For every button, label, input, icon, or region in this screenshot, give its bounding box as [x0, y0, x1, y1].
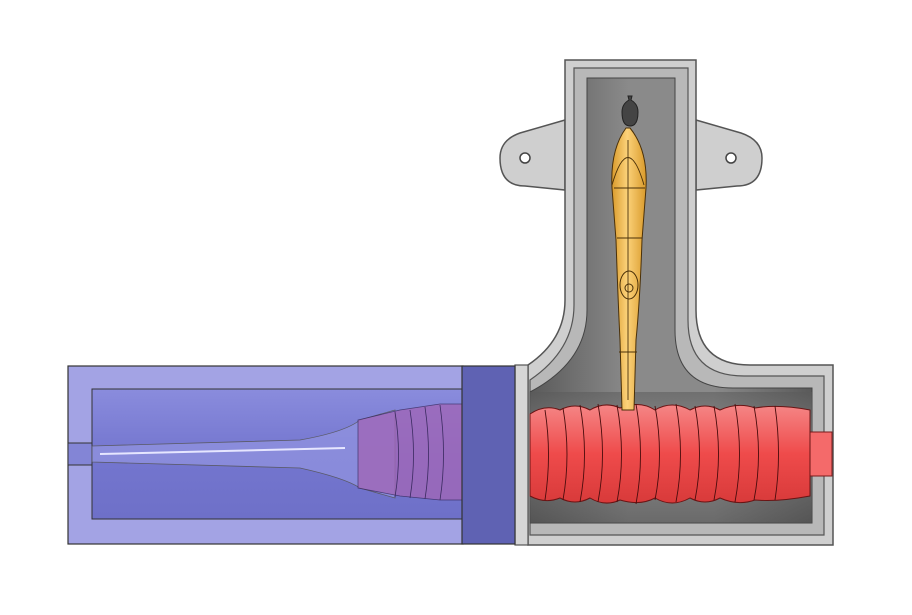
blue-left-stub [67, 442, 93, 466]
housing-end-plate [514, 364, 529, 546]
blue-motor-housing [67, 365, 516, 545]
red-worm-shaft [529, 403, 833, 505]
left-mount-hole-icon [519, 152, 531, 164]
keyhole-icon [621, 95, 639, 127]
shaft-highlight [99, 447, 346, 455]
orange-shaft-body [611, 127, 647, 411]
red-shaft-end [807, 431, 833, 477]
worm-thread-lines [544, 403, 779, 505]
blue-flange [461, 365, 516, 545]
orange-shaft [611, 95, 647, 411]
orange-shaft-hole-icon [619, 270, 639, 300]
right-mount-hole-icon [725, 152, 737, 164]
hidden-worm-start [357, 403, 464, 501]
left-mounting-ear [499, 119, 566, 191]
red-worm-body [529, 404, 811, 504]
